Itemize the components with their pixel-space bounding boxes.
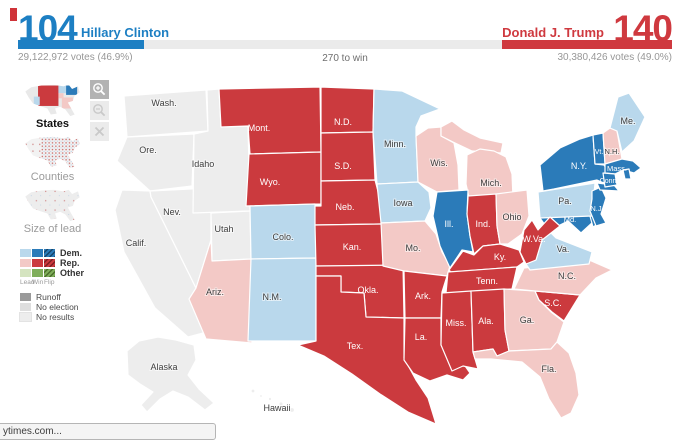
legend-label-no_election: No election (36, 302, 79, 312)
legend-row-rep: Rep. (20, 258, 84, 268)
state-NH[interactable] (602, 127, 623, 165)
state-OR[interactable] (116, 133, 195, 192)
legend-party-rows: Dem. Rep. Other (20, 248, 85, 278)
legend-row-other: Other (20, 268, 85, 278)
state-HI-island0[interactable] (250, 388, 256, 394)
state-OH[interactable] (495, 189, 530, 245)
close-icon (94, 126, 105, 137)
legend-row-dem: Dem. (20, 248, 84, 258)
state-NE[interactable] (314, 179, 384, 226)
state-label-HI: Hawaii (263, 403, 290, 413)
zoom-out-button[interactable] (90, 101, 109, 120)
view-thumbnail-size-of-lead[interactable] (20, 188, 85, 222)
red-corner-marker (10, 8, 17, 21)
state-WY[interactable] (245, 151, 322, 207)
view-thumbnail-states[interactable] (20, 83, 85, 117)
state-RI[interactable] (622, 168, 632, 180)
state-SD[interactable] (320, 131, 376, 182)
other-flip-swatch (44, 269, 55, 277)
dem-lead-swatch (20, 249, 31, 257)
magnifier-plus-icon (93, 83, 106, 96)
state-CO[interactable] (249, 203, 317, 260)
runoff-swatch (20, 293, 31, 301)
270-to-win-note: 270 to win (322, 53, 368, 64)
legend-label-rep: Rep. (60, 258, 80, 268)
zoom-reset-button[interactable] (90, 122, 109, 141)
zoom-in-button[interactable] (90, 80, 109, 99)
state-HI-island2[interactable] (267, 396, 273, 402)
states-thumbnail-map (25, 84, 80, 117)
state-HI-island4[interactable] (288, 406, 296, 414)
browser-status-bubble: ytimes.com... (0, 423, 216, 440)
state-FL[interactable] (472, 341, 580, 419)
state-MI[interactable] (440, 120, 504, 154)
state-WI[interactable] (415, 126, 460, 193)
ev-bar-clinton-segment (18, 40, 144, 49)
no_results-swatch (19, 312, 32, 322)
view-thumbnail-counties[interactable] (20, 135, 85, 169)
state-UT[interactable] (210, 210, 252, 262)
legend-modifier-lead: Lead (20, 279, 35, 286)
legend-label-no_results: No results (36, 312, 75, 322)
legend-label-other: Other (60, 268, 85, 278)
rep-flip-swatch (44, 259, 55, 267)
sidebar-item-states[interactable]: States (35, 118, 70, 130)
state-NM[interactable] (247, 257, 317, 342)
trump-popular-votes: 30,380,426 votes (49.0%) (557, 52, 672, 63)
other-lead-swatch (20, 269, 31, 277)
state-ND[interactable] (320, 86, 375, 134)
legend-row-runoff: Runoff (20, 293, 84, 301)
no_election-swatch (20, 303, 31, 311)
electoral-vote-bar (18, 40, 672, 49)
sidebar-item-counties[interactable]: Counties (30, 171, 75, 183)
legend-modifier-flip: Flip (44, 279, 55, 286)
dem-flip-swatch (44, 249, 55, 257)
legend-label-runoff: Runoff (36, 292, 61, 302)
ev-bar-trump-segment (502, 40, 672, 49)
dem-win-swatch (32, 249, 43, 257)
rep-lead-swatch (20, 259, 31, 267)
state-HI-island1[interactable] (258, 393, 264, 399)
legend-modifier-labels: Lead Win Flip (20, 279, 84, 286)
size-of-lead-thumbnail-map (25, 189, 80, 222)
state-IA[interactable] (376, 181, 432, 224)
state-HI-island3[interactable] (278, 401, 284, 407)
legend-row-no_election: No election (20, 303, 84, 311)
legend-row-no_results: No results (19, 312, 84, 322)
state-AR[interactable] (403, 270, 448, 319)
other-win-swatch (32, 269, 43, 277)
state-WV[interactable] (519, 216, 561, 265)
counties-thumbnail-map (25, 136, 80, 169)
state-TX[interactable] (297, 275, 437, 425)
rep-win-swatch (32, 259, 43, 267)
state-MN[interactable] (372, 88, 441, 185)
clinton-popular-votes: 29,122,972 votes (46.9%) (18, 52, 133, 63)
state-CT[interactable] (602, 172, 618, 188)
clinton-name: Hillary Clinton (81, 25, 170, 40)
state-AK[interactable] (126, 336, 215, 413)
magnifier-minus-icon (93, 104, 106, 117)
legend-extra-rows: Runoff No election No results (19, 293, 84, 322)
state-ME[interactable] (609, 92, 646, 153)
legend-modifier-win: Win (32, 279, 44, 286)
map-legend: Dem. Rep. Other Lead Win Flip Runoff No elect… (19, 248, 85, 323)
sidebar-item-size-of-lead[interactable]: Size of lead (23, 223, 82, 235)
ev-bar-track (18, 40, 672, 49)
trump-name: Donald J. Trump (502, 25, 604, 40)
state-WA[interactable] (123, 89, 209, 138)
state-KS[interactable] (314, 223, 386, 267)
legend-label-dem: Dem. (60, 248, 83, 258)
state-AL[interactable] (470, 288, 510, 357)
